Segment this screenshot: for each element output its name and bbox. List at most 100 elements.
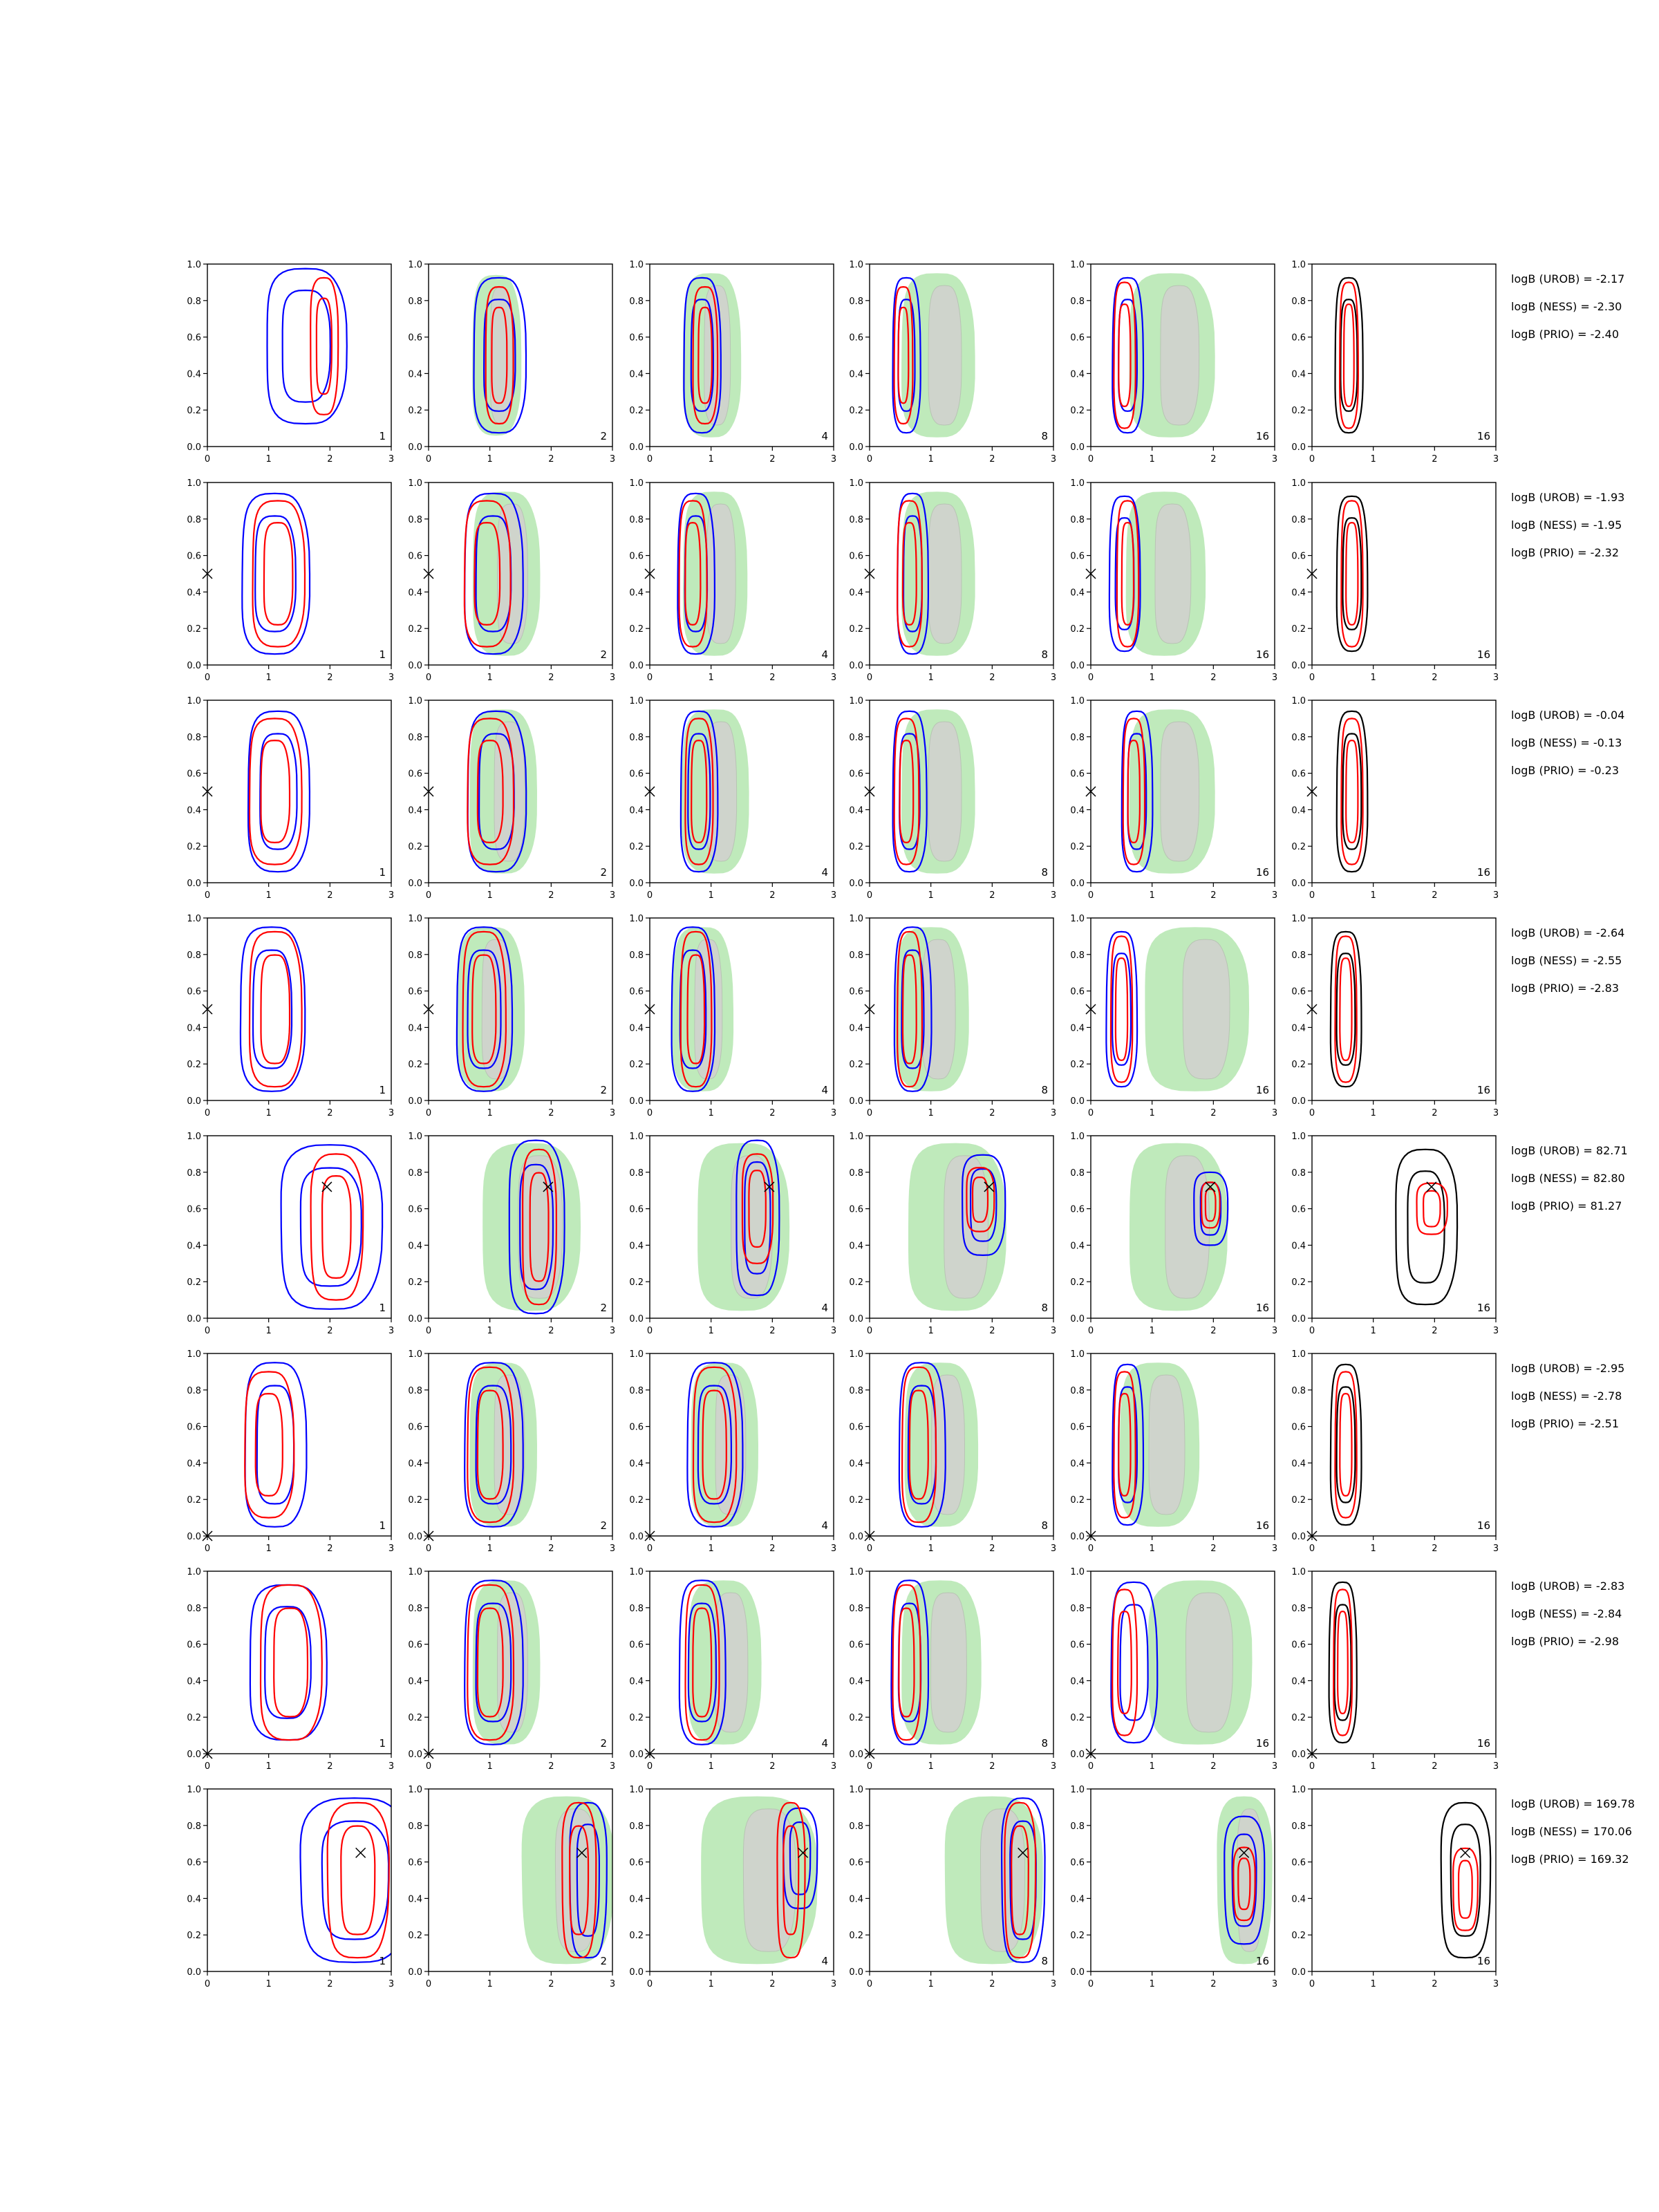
y-tick-label: 0.2 [1070,1931,1085,1941]
panel-r4-c5: 0 1 2 3 0.0 0.2 0.4 0.6 0.8 1.0 16 [1070,914,1277,1118]
panel-count-label: 1 [379,1302,386,1314]
grey-region [1185,1592,1233,1733]
blue-contour-inner [744,1161,771,1275]
x-tick-label: 3 [1493,454,1499,465]
red-contour-outer [1201,1181,1221,1229]
y-tick-label: 0.6 [1070,1640,1085,1651]
y-tick-label: 0.0 [629,1967,644,1978]
y-tick-label: 0.4 [849,588,863,598]
y-tick-label: 0.2 [629,1495,644,1506]
y-tick-label: 0.4 [1070,1459,1085,1469]
red-contour-inner [697,306,713,404]
y-tick-label: 0.8 [629,733,644,743]
x-tick-label: 2 [548,454,554,465]
panel-count-label: 1 [379,1084,386,1096]
x-tick-label: 2 [327,1761,332,1772]
red-contour-outer [326,1801,391,1959]
panel-r5-c4: 0 1 2 3 0.0 0.2 0.4 0.6 0.8 1.0 8 [849,1132,1056,1336]
black-contour-inner [1333,1604,1352,1721]
y-tick-label: 0.4 [187,1241,201,1251]
logB-annotation: logB (PRIO) = -0.23 [1511,764,1619,777]
panel-frame [1311,263,1497,447]
y-tick-label: 0.4 [408,1459,422,1469]
x-tick-label: 2 [769,1326,775,1336]
x-tick-label: 1 [1150,1761,1155,1772]
panel-r3-c5: 0 1 2 3 0.0 0.2 0.4 0.6 0.8 1.0 16 [1070,696,1277,901]
x-tick-label: 1 [928,1108,934,1118]
panel-count-label: 16 [1256,1519,1269,1532]
panel-frame [1090,1353,1275,1537]
y-tick-label: 0.4 [1291,1894,1306,1904]
panel-count-label: 16 [1477,430,1490,442]
red-contour-inner [748,1170,767,1248]
panel-r7-c6: 0 1 2 3 0.0 0.2 0.4 0.6 0.8 1.0 16 [1291,1567,1499,1772]
red-contour-outer [310,276,339,415]
panel-frame [207,1571,392,1754]
y-tick-label: 0.2 [1291,842,1306,852]
y-tick-label: 0.8 [1291,950,1306,961]
y-tick-label: 0.4 [629,588,644,598]
y-tick-label: 0.6 [849,987,863,997]
y-tick-label: 1.0 [1291,914,1306,924]
panel-r6-c1: 0 1 2 3 0.0 0.2 0.4 0.6 0.8 1.0 1 [187,1349,394,1554]
x-tick-label: 0 [1088,1326,1094,1336]
panel-frame [1311,1135,1497,1319]
y-tick-label: 0.8 [408,1604,422,1614]
blue-contour-inner [264,1606,312,1719]
y-tick-label: 1.0 [849,1349,863,1360]
panel-frame [1090,263,1275,447]
x-tick-label: 0 [647,1108,653,1118]
x-tick-label: 1 [487,1761,493,1772]
panel-r2-c2: 0 1 2 3 0.0 0.2 0.4 0.6 0.8 1.0 2 [408,478,615,683]
panel-count-label: 1 [379,1519,386,1532]
y-tick-label: 1.0 [187,260,201,270]
y-tick-label: 0.4 [1070,1023,1085,1033]
y-tick-label: 0.2 [1291,1495,1306,1506]
x-tick-label: 3 [1493,890,1499,901]
panel-r4-c3: 0 1 2 3 0.0 0.2 0.4 0.6 0.8 1.0 4 [629,914,836,1118]
y-tick-label: 0.0 [1291,1750,1306,1760]
y-tick-label: 0.8 [1291,1168,1306,1179]
y-tick-label: 0.8 [1291,515,1306,525]
panel-count-label: 16 [1477,1955,1490,1967]
x-tick-label: 2 [548,1108,554,1118]
x-tick-label: 0 [1088,454,1094,465]
red-contour-inner [1117,1610,1132,1715]
x-tick-label: 2 [989,1326,995,1336]
x-tick-label: 3 [610,1108,615,1118]
y-tick-label: 0.0 [187,442,201,453]
y-tick-label: 0.4 [1291,1676,1306,1687]
y-tick-label: 0.6 [629,1858,644,1868]
red-contour-inner [529,1172,550,1282]
blue-contour-outer [1112,276,1145,434]
x-tick-label: 2 [1210,1326,1216,1336]
red-contour-outer [684,1584,720,1741]
red-contour-outer [901,1366,937,1524]
y-tick-label: 0.8 [408,297,422,307]
x-tick-label: 1 [266,1326,272,1336]
y-tick-label: 1.0 [849,914,863,924]
logB-annotation: logB (PRIO) = 81.27 [1511,1199,1622,1212]
y-tick-label: 0.2 [1070,1060,1085,1070]
panel-r7-c2: 0 1 2 30.00.20.40.60.81.02 [408,1567,615,1772]
x-tick-label: 0 [867,890,872,901]
x-tick-label: 3 [1493,1979,1499,1989]
panel-count-label: 1 [379,866,386,879]
blue-contour-outer [892,276,921,434]
y-tick-label: 0.0 [408,1096,422,1107]
panel-count-label: 1 [379,648,386,661]
blue-contour-inner [475,515,512,632]
x-tick-label: 3 [1272,454,1277,465]
logB-annotation: logB (UROB) = -2.95 [1511,1362,1624,1375]
y-tick-label: 1.0 [849,1567,863,1577]
blue-contour-outer [671,926,716,1092]
red-contour-inner [897,306,910,404]
red-contour-inner [691,739,708,844]
x-tick-label: 0 [205,454,210,465]
blue-contour-inner [482,299,516,412]
grey-region [714,1592,749,1733]
y-tick-label: 0.2 [1070,842,1085,852]
grey-region [497,503,528,644]
y-tick-label: 0.2 [1291,1931,1306,1941]
